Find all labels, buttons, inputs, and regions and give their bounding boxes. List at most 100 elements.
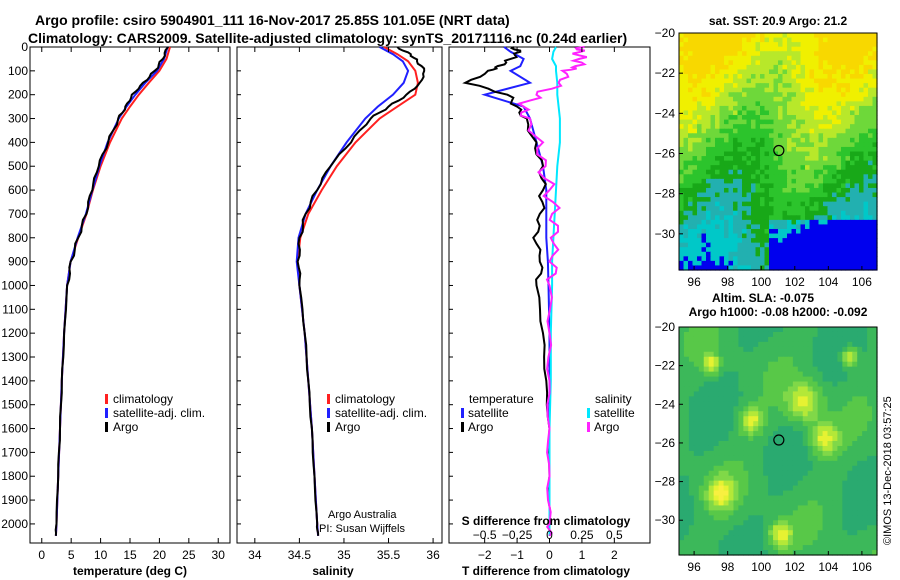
heatmap-cell <box>683 174 689 180</box>
heatmap-cell <box>742 33 748 39</box>
heatmap-cell <box>823 105 829 112</box>
heatmap-cell <box>797 550 804 556</box>
heatmap-cell <box>743 515 749 521</box>
heatmap-cell <box>719 260 725 267</box>
salinity-frame <box>236 46 443 544</box>
heatmap-cell <box>713 475 720 482</box>
heatmap-cell <box>867 535 873 541</box>
heatmap-cell <box>738 416 744 422</box>
heatmap-cell <box>742 133 748 139</box>
heatmap-cell <box>845 160 851 166</box>
heatmap-cell <box>802 505 809 511</box>
heatmap-cell <box>688 265 694 271</box>
heatmap-cell <box>782 187 788 194</box>
heatmap-cell <box>812 366 819 373</box>
heatmap-cell <box>706 64 712 71</box>
heatmap-cell <box>859 201 865 207</box>
heatmap-cell <box>868 37 874 43</box>
heatmap-cell <box>710 87 716 93</box>
heatmap-cell <box>827 42 833 48</box>
heatmap-cell <box>733 251 739 257</box>
heatmap-cell <box>778 187 784 194</box>
heatmap-cell <box>863 115 869 121</box>
heatmap-cell <box>688 101 694 107</box>
heatmap-cell <box>701 192 707 198</box>
heatmap-cell <box>683 401 690 407</box>
heatmap-cell <box>802 401 809 407</box>
heatmap-cell <box>773 242 779 248</box>
heatmap-cell <box>868 165 874 171</box>
heatmap-cell <box>797 341 804 348</box>
heatmap-cell <box>807 455 814 462</box>
heatmap-cell <box>832 376 838 383</box>
heatmap-cell <box>841 96 847 102</box>
heatmap-cell <box>807 391 814 397</box>
heatmap-cell <box>832 101 838 107</box>
heatmap-cell <box>698 525 705 531</box>
heatmap-cell <box>688 256 694 262</box>
heatmap-cell <box>679 178 685 185</box>
heatmap-cell <box>693 426 700 432</box>
heatmap-cell <box>809 119 815 125</box>
heatmap-cell <box>823 242 829 248</box>
heatmap-cell <box>842 505 848 511</box>
heatmap-cell <box>832 51 838 57</box>
heatmap-cell <box>742 42 748 48</box>
heatmap-cell <box>724 74 730 80</box>
heatmap-cell <box>868 69 874 75</box>
heatmap-cell <box>841 142 847 148</box>
heatmap-cell <box>733 371 739 378</box>
heatmap-cell <box>809 51 815 57</box>
heatmap-cell <box>863 151 869 157</box>
heatmap-cell <box>688 183 694 189</box>
heatmap-cell <box>778 490 784 497</box>
heatmap-cell <box>857 376 863 383</box>
heatmap-cell <box>724 51 730 57</box>
heatmap-cell <box>872 92 878 98</box>
heatmap-cell <box>738 431 744 437</box>
heatmap-cell <box>768 470 774 477</box>
heatmap-cell <box>832 201 838 207</box>
heatmap-cell <box>760 124 766 130</box>
heatmap-cell <box>827 165 833 171</box>
heatmap-cell <box>679 60 685 66</box>
heatmap-cell <box>827 192 833 198</box>
heatmap-cell <box>701 96 707 102</box>
heatmap-cell <box>693 485 700 492</box>
heatmap-cell <box>802 550 809 556</box>
heatmap-cell <box>718 346 725 353</box>
heatmap-cell <box>872 151 878 157</box>
heatmap-cell <box>822 505 829 511</box>
heatmap-cell <box>817 391 824 397</box>
heatmap-cell <box>755 101 761 107</box>
heatmap-cell <box>764 119 770 125</box>
heatmap-cell <box>737 247 743 253</box>
heatmap-cell <box>719 187 725 194</box>
heatmap-cell <box>728 210 734 216</box>
heatmap-cell <box>807 381 814 388</box>
heatmap-cell <box>679 327 685 333</box>
heatmap-cell <box>847 341 853 348</box>
heatmap-cell <box>688 201 694 207</box>
heatmap-cell <box>693 366 700 373</box>
heatmap-cell <box>773 197 779 203</box>
heatmap-cell <box>787 224 793 230</box>
heatmap-cell <box>859 192 865 198</box>
heatmap-cell <box>746 151 752 157</box>
heatmap-cell <box>724 78 730 84</box>
heatmap-cell <box>763 465 769 472</box>
heatmap-cell <box>697 87 703 93</box>
heatmap-cell <box>764 115 770 121</box>
heatmap-cell <box>827 411 834 417</box>
heatmap-cell <box>782 455 789 462</box>
heatmap-cell <box>818 33 824 39</box>
heatmap-cell <box>724 69 730 75</box>
heatmap-cell <box>698 520 705 526</box>
heatmap-cell <box>697 83 703 89</box>
heatmap-cell <box>857 381 863 388</box>
heatmap-cell <box>760 37 766 43</box>
heatmap-cell <box>807 450 814 457</box>
heatmap-cell <box>867 401 873 407</box>
heatmap-cell <box>743 426 749 432</box>
heatmap-cell <box>760 242 766 248</box>
